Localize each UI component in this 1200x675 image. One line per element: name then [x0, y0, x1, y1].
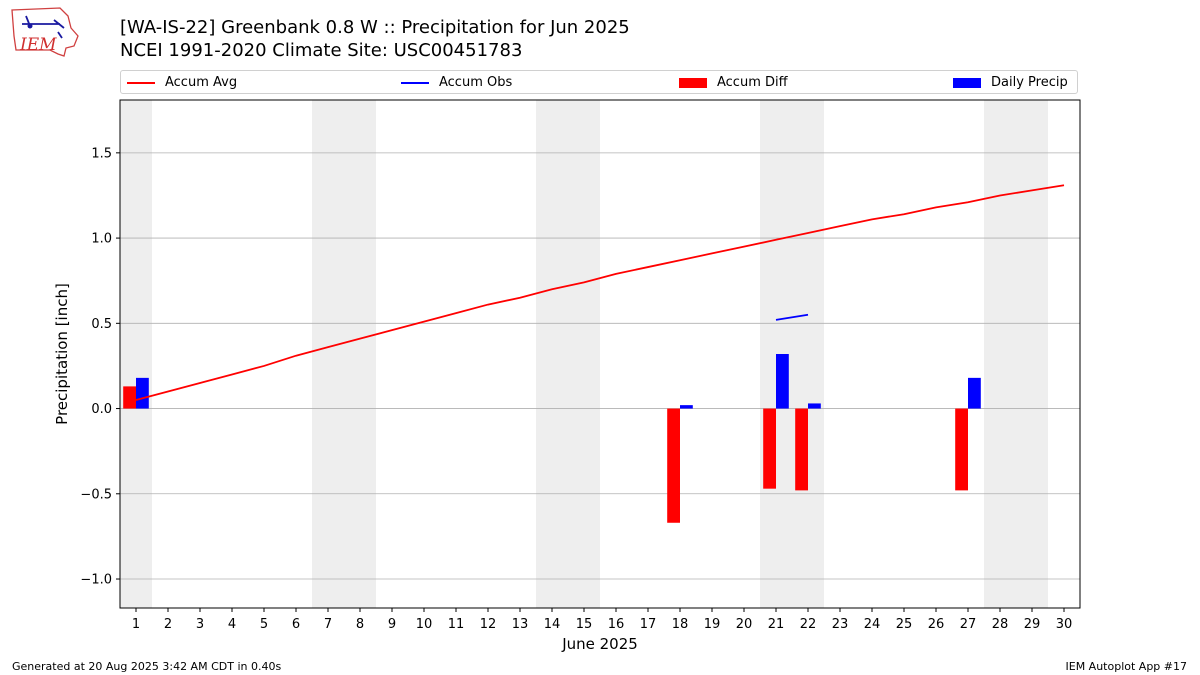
legend-label-accum-avg: Accum Avg [165, 75, 238, 90]
weekend-shade-3 [760, 100, 824, 608]
legend-label-accum-diff: Accum Diff [717, 75, 788, 90]
accum-diff-bar-1 [123, 386, 136, 409]
logo-text: IEM [19, 35, 57, 55]
x-tick-label-10: 10 [416, 617, 433, 632]
x-tick-label-6: 6 [292, 617, 300, 632]
x-tick-label-17: 17 [640, 617, 657, 632]
legend-item-accum-obs: Accum Obs [401, 74, 512, 92]
y-tick-label-3: 0.5 [91, 317, 112, 332]
y-tick-label-5: 1.5 [91, 146, 112, 161]
x-tick-label-25: 25 [896, 617, 913, 632]
x-tick-label-1: 1 [132, 617, 140, 632]
weekend-shade-4 [984, 100, 1048, 608]
app-label: IEM Autoplot App #17 [1065, 660, 1188, 673]
x-tick-label-30: 30 [1056, 617, 1073, 632]
x-tick-label-24: 24 [864, 617, 881, 632]
accum-obs-line [775, 313, 809, 321]
y-tick-label-0: −1.0 [80, 573, 112, 588]
daily-precip-bar-27 [968, 377, 981, 409]
x-tick-label-16: 16 [608, 617, 625, 632]
daily-precip-bar-22 [808, 403, 821, 409]
weekend-shade-1 [312, 100, 376, 608]
legend-label-daily-precip: Daily Precip [991, 75, 1068, 90]
x-axis-label: June 2025 [561, 635, 638, 653]
accum-diff-bar-21 [763, 408, 776, 489]
x-tick-label-8: 8 [356, 617, 364, 632]
x-tick-label-18: 18 [672, 617, 689, 632]
legend-swatch-accum-obs [401, 81, 429, 84]
x-tick-label-11: 11 [448, 617, 465, 632]
legend-label-accum-obs: Accum Obs [439, 75, 513, 90]
x-tick-label-19: 19 [704, 617, 721, 632]
iem-logo: IEM [11, 7, 79, 57]
x-tick-label-3: 3 [196, 617, 204, 632]
chart-subtitle: NCEI 1991-2020 Climate Site: USC00451783 [120, 40, 523, 61]
weekend-shade-0 [120, 100, 152, 608]
x-tick-label-15: 15 [576, 617, 593, 632]
x-tick-label-4: 4 [228, 617, 236, 632]
x-tick-label-7: 7 [324, 617, 332, 632]
x-tick-label-28: 28 [992, 617, 1009, 632]
y-tick-label-1: −0.5 [80, 487, 112, 502]
accum-diff-bar-22 [795, 408, 808, 491]
x-tick-label-29: 29 [1024, 617, 1041, 632]
y-axis-label: Precipitation [inch] [53, 283, 71, 425]
legend-swatch-accum-diff [679, 77, 707, 88]
x-tick-label-14: 14 [544, 617, 561, 632]
legend-swatch-daily-precip [953, 77, 981, 88]
x-tick-label-27: 27 [960, 617, 977, 632]
x-tick-label-21: 21 [768, 617, 785, 632]
accum-diff-bar-18 [667, 408, 680, 523]
x-tick-label-13: 13 [512, 617, 529, 632]
x-tick-label-2: 2 [164, 617, 172, 632]
daily-precip-bar-18 [680, 405, 693, 409]
chart-title: [WA-IS-22] Greenbank 0.8 W :: Precipitat… [120, 17, 630, 38]
x-tick-label-22: 22 [800, 617, 817, 632]
legend-item-accum-diff: Accum Diff [679, 74, 788, 92]
daily-precip-bar-21 [776, 354, 789, 409]
y-tick-label-4: 1.0 [91, 232, 112, 247]
x-tick-label-5: 5 [260, 617, 268, 632]
accum-diff-bar-27 [955, 408, 968, 491]
x-tick-label-20: 20 [736, 617, 753, 632]
y-tick-label-2: 0.0 [91, 402, 112, 417]
daily-precip-bar-1 [136, 377, 149, 409]
x-tick-label-9: 9 [388, 617, 396, 632]
legend-item-accum-avg: Accum Avg [127, 74, 237, 92]
legend-swatch-accum-avg [127, 81, 155, 84]
x-tick-label-26: 26 [928, 617, 945, 632]
legend: Accum Avg Accum Obs Accum Diff Daily Pre… [120, 70, 1078, 94]
accum-avg-line [135, 184, 1065, 401]
x-tick-label-12: 12 [480, 617, 497, 632]
generated-timestamp: Generated at 20 Aug 2025 3:42 AM CDT in … [12, 660, 282, 673]
x-tick-label-23: 23 [832, 617, 849, 632]
weekend-shade-2 [536, 100, 600, 608]
plot-frame [119, 99, 1081, 609]
legend-item-daily-precip: Daily Precip [953, 74, 1068, 92]
